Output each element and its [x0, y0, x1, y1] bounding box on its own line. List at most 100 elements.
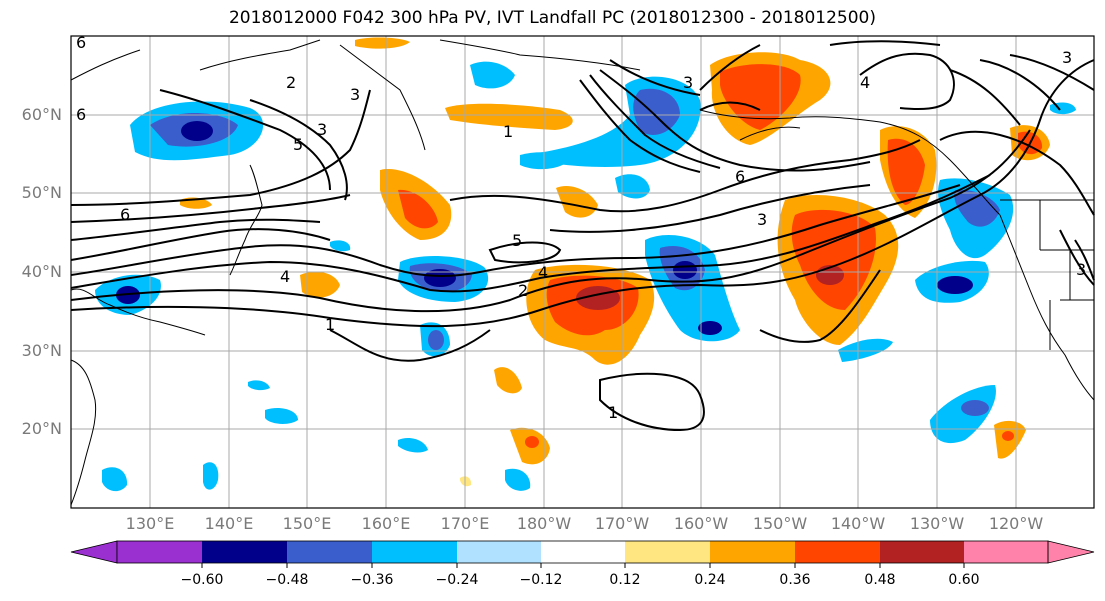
positive-region	[556, 185, 598, 218]
contour-line	[579, 79, 701, 173]
contour-line	[70, 89, 371, 206]
contour-label: 2	[518, 281, 528, 300]
positive-region	[355, 37, 410, 49]
colorbar-segment	[964, 541, 1048, 563]
negative-core	[181, 121, 213, 141]
contour-label: 4	[280, 267, 290, 286]
colorbar-tick-label: −0.24	[435, 572, 479, 588]
negative-region	[265, 408, 298, 424]
colorbar-segment	[541, 541, 625, 563]
contour-line	[589, 74, 721, 169]
colorbar-tick-label: 0.48	[864, 572, 896, 588]
contour-label: 5	[293, 135, 303, 154]
colorbar-segment	[710, 541, 795, 563]
colorbar-segment	[372, 541, 457, 563]
lat-label: 60°N	[21, 105, 62, 124]
contour-line	[159, 89, 331, 191]
contour-line	[249, 99, 348, 201]
contour-line	[488, 241, 562, 264]
colorbar-segment	[625, 541, 710, 563]
negative-core	[961, 400, 989, 416]
contour-line	[759, 269, 881, 343]
negative-core	[424, 269, 456, 287]
contour-line	[70, 174, 991, 293]
lon-label: 120°W	[988, 514, 1044, 533]
lon-label: 160°E	[361, 514, 411, 533]
negative-region	[520, 152, 570, 170]
negative-region	[633, 88, 680, 135]
negative-core	[673, 261, 697, 279]
lat-label: 30°N	[21, 341, 62, 360]
contour-label: 6	[735, 167, 745, 186]
positive-region	[300, 271, 340, 298]
contour-label: 4	[538, 263, 548, 282]
colorbar-tick-label: 0.36	[779, 572, 811, 588]
positive-core	[525, 436, 539, 448]
contour-label: 4	[860, 73, 870, 92]
negative-core	[698, 321, 722, 335]
colorbar-tick-label: −0.60	[180, 572, 224, 588]
contour-line	[829, 40, 941, 46]
positive-region	[398, 189, 438, 229]
colorbar-tick-label: 0.12	[609, 572, 641, 588]
contour-labels: 6 2 3 5 3 1 3 4 6 6 3 5 4 2 1 1 6 3 3 4	[76, 33, 1086, 422]
map-title: 2018012000 F042 300 hPa PV, IVT Landfall…	[228, 8, 876, 28]
contour-label: 6	[120, 205, 130, 224]
colorbar	[70, 540, 1095, 568]
positive-region	[494, 367, 522, 394]
contour-label: 6	[76, 105, 86, 124]
positive-core	[1002, 431, 1014, 441]
colorbar-tick-label: −0.12	[519, 572, 563, 588]
lon-label: 130°E	[125, 514, 175, 533]
colorbar-tick-label: −0.48	[265, 572, 309, 588]
lon-label: 140°W	[830, 514, 886, 533]
colorbar-segment	[457, 541, 541, 563]
contour-label: 3	[757, 210, 767, 229]
colorbar-segment	[1047, 540, 1095, 564]
contour-label: 3	[1076, 260, 1086, 279]
lon-label: 140°E	[204, 514, 254, 533]
contour-line	[609, 44, 761, 96]
contour-label: 3	[317, 120, 327, 139]
negative-region	[838, 338, 893, 362]
negative-region	[102, 467, 128, 492]
contour-label: 2	[286, 73, 296, 92]
contour-line	[329, 329, 491, 362]
pv-contours	[70, 40, 1095, 432]
lat-label: 20°N	[21, 419, 62, 438]
positive-region	[445, 103, 573, 130]
negative-region	[470, 61, 515, 89]
contour-line	[70, 129, 1031, 313]
negative-region	[505, 468, 531, 491]
contour-line	[859, 52, 955, 110]
lon-label: 180°W	[516, 514, 572, 533]
shading-layer	[95, 37, 1076, 492]
colorbar-segment	[202, 541, 287, 563]
contour-line	[599, 69, 871, 172]
contour-line	[70, 184, 961, 277]
contour-label: 5	[512, 231, 522, 250]
contour-label: 3	[350, 85, 360, 104]
map-frame	[70, 35, 1095, 509]
lon-label: 170°W	[594, 514, 650, 533]
lon-label: 170°E	[440, 514, 490, 533]
positive-region	[460, 476, 472, 487]
lat-label: 40°N	[21, 262, 62, 281]
lon-label: 150°E	[282, 514, 332, 533]
contour-label: 6	[76, 33, 86, 52]
colorbar-tick-label: 0.24	[694, 572, 726, 588]
colorbar-segment	[287, 541, 372, 563]
colorbar-segment	[117, 541, 202, 563]
contour-line	[1059, 229, 1095, 286]
positive-region	[791, 209, 876, 310]
lon-label: 160°W	[673, 514, 729, 533]
lon-label: 150°W	[752, 514, 808, 533]
contour-label: 1	[608, 403, 618, 422]
colorbar-tick-label: 0.60	[948, 572, 980, 588]
contour-line	[599, 372, 705, 432]
positive-region	[887, 138, 925, 205]
colorbar-segment	[880, 541, 964, 563]
negative-region	[615, 174, 650, 199]
contour-line	[70, 228, 331, 261]
